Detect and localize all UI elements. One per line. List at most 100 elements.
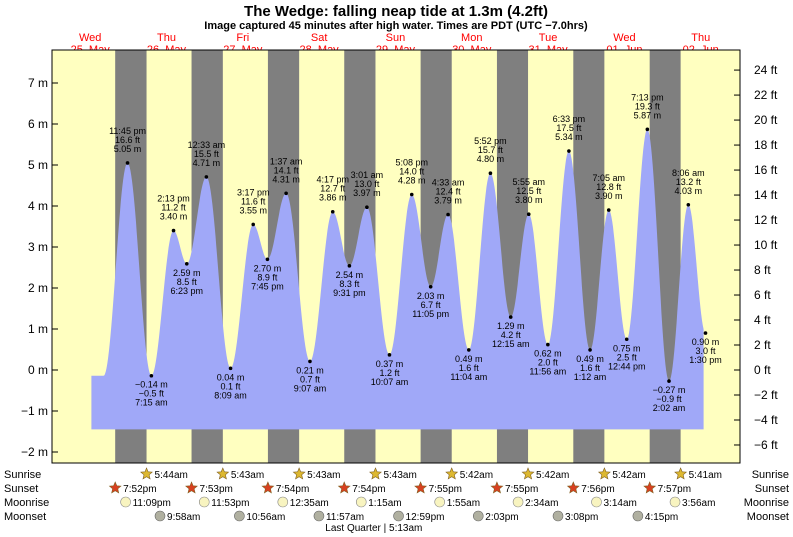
sunset-time: 7:52pm: [123, 484, 156, 495]
moonset-icon: [234, 510, 245, 522]
extreme-label-time: 5:55 am: [512, 177, 545, 187]
extreme-label-ft: 13.2 ft: [676, 177, 702, 187]
extreme-label-ft: 2.5 ft: [617, 352, 638, 362]
sunrise-time: 5:42am: [612, 470, 645, 481]
extreme-label-m_label: 0.21 m: [296, 365, 324, 375]
extreme-label-time: 4:33 am: [432, 178, 465, 188]
extreme-point: [125, 161, 130, 165]
extreme-label-time: 2:02 am: [653, 403, 686, 413]
extreme-label-m_label: 2.59 m: [173, 268, 201, 278]
extreme-label-ft: 6.7 ft: [421, 300, 442, 310]
day-label-dow: Thu: [691, 32, 710, 44]
left-tick-label: −2 m: [21, 445, 48, 459]
left-tick-label: 0 m: [28, 363, 48, 377]
day-label-dow: Fri: [236, 32, 249, 44]
row-label-moonset-right: Moonset: [747, 511, 789, 523]
day-label-dow: Sat: [311, 32, 328, 44]
extreme-label-time: 3:17 pm: [237, 187, 270, 197]
moonrise-time: 11:09pm: [133, 498, 171, 509]
moonrise-time: 1:15am: [368, 498, 401, 509]
left-tick-label: 2 m: [28, 281, 48, 295]
moonrise-icon: [434, 496, 446, 508]
extreme-label-m_label: 4.71 m: [193, 158, 221, 168]
extreme-label-m_label: 5.34 m: [555, 132, 583, 142]
moonrise-time: 11:53pm: [211, 498, 249, 509]
extreme-point: [467, 348, 471, 352]
extreme-label-ft: −0.5 ft: [139, 389, 165, 399]
extreme-point: [330, 209, 335, 214]
right-tick-label: −4 ft: [754, 413, 778, 427]
extreme-point: [308, 359, 312, 364]
sunset-time: 7:55pm: [429, 484, 462, 495]
sunset-icon: [414, 481, 428, 494]
plot-area: [51, 49, 741, 464]
row-label-sunrise-left: Sunrise: [4, 469, 41, 481]
moonset-time: 10:56am: [246, 512, 285, 523]
extreme-label-m_label: 0.37 m: [376, 359, 404, 369]
extreme-point: [703, 331, 708, 335]
moonrise-time: 3:56am: [682, 498, 715, 509]
sunrise-time: 5:42am: [460, 470, 493, 481]
extreme-label-ft: 12.7 ft: [320, 184, 346, 194]
extreme-label-time: 12:15 am: [492, 339, 530, 349]
astro-panel: Sunrise Sunrise Sunset Sunset Moonrise Moonri…: [4, 467, 789, 534]
sunset-time: 7:55pm: [505, 484, 538, 495]
day-label-dow: Mon: [461, 32, 482, 44]
day-label-dow: Wed: [613, 32, 635, 44]
extreme-label-m_label: 2.03 m: [417, 291, 445, 301]
extreme-label-time: 7:13 pm: [631, 92, 664, 102]
sunrise-icon: [140, 467, 153, 480]
extreme-label-ft: −0.9 ft: [656, 394, 682, 404]
extreme-label-ft: 1.6 ft: [459, 363, 480, 373]
extreme-point: [184, 262, 189, 266]
sunset-icon: [185, 481, 198, 494]
moon-phase-label: Last Quarter | 5:13am: [325, 523, 422, 534]
sunset-icon: [490, 481, 504, 494]
right-tick-label: 6 ft: [754, 288, 771, 302]
extreme-point: [567, 149, 571, 153]
moonset-time: 11:57am: [326, 512, 364, 523]
extreme-label-time: 7:05 am: [592, 173, 625, 183]
extreme-point: [387, 353, 392, 357]
right-tick-label: 12 ft: [754, 213, 778, 227]
row-label-moonset-left: Moonset: [4, 511, 46, 523]
extreme-label-ft: 17.5 ft: [556, 123, 582, 133]
right-axis-feet: −6 ft −4 ft −2 ft 0 ft 2 ft 4 ft 6 ft 8 ft 10 ft…: [734, 63, 778, 452]
right-tick-label: 8 ft: [754, 263, 771, 277]
moonrise-icon: [120, 496, 131, 508]
row-label-sunset-right: Sunset: [755, 483, 789, 495]
chart-subtitle: Image captured 45 minutes after high wat…: [204, 20, 588, 32]
sunrise-time: 5:44am: [155, 470, 188, 481]
row-label-moonrise-right: Moonrise: [744, 497, 789, 509]
extreme-label-m_label: 1.29 m: [497, 321, 525, 331]
right-tick-label: −2 ft: [754, 388, 778, 402]
extreme-label-m_label: 0.04 m: [217, 372, 245, 382]
moonset-icon: [632, 510, 644, 522]
extreme-label-time: 1:12 am: [574, 372, 607, 382]
moonrise-icon: [198, 496, 210, 508]
right-tick-label: 10 ft: [754, 238, 778, 252]
row-label-sunset-left: Sunset: [4, 483, 38, 495]
extreme-point: [508, 315, 513, 319]
extreme-label-time: 8:09 am: [214, 390, 247, 400]
moonset-time: 9:58am: [167, 512, 200, 523]
extreme-label-m_label: 0.49 m: [576, 354, 604, 364]
sunset-icon: [108, 481, 122, 494]
extreme-point: [667, 379, 671, 383]
moonset-icon: [154, 510, 166, 522]
extreme-label-m_label: 3.97 m: [353, 188, 381, 198]
sunrise-icon: [369, 467, 382, 480]
extreme-point: [488, 171, 493, 175]
extreme-point: [284, 191, 288, 196]
sunrise-time: 5:43am: [307, 470, 340, 481]
extreme-label-ft: 12.4 ft: [436, 187, 462, 197]
extreme-point: [645, 127, 650, 132]
extreme-point: [347, 264, 352, 268]
left-tick-label: 3 m: [28, 240, 48, 254]
extreme-point: [409, 192, 414, 197]
extreme-label-m_label: 4.03 m: [675, 186, 703, 196]
sunrise-time: 5:43am: [383, 470, 416, 481]
left-tick-label: 6 m: [28, 117, 48, 131]
left-tick-label: 7 m: [28, 76, 48, 90]
